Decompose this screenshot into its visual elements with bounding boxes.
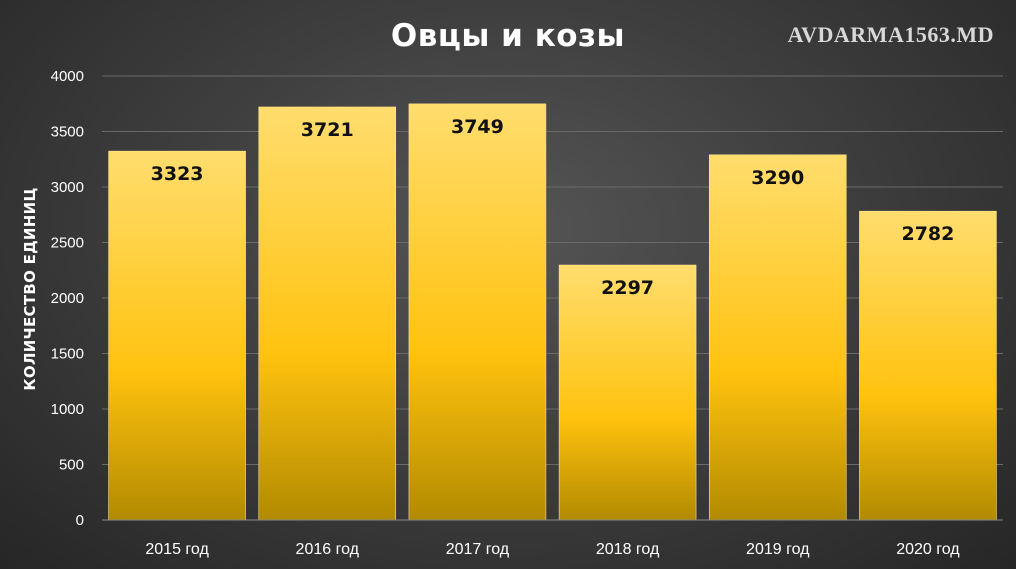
data-label: 3721	[301, 119, 354, 141]
bar	[859, 210, 997, 521]
x-tick-label: 2018 год	[596, 541, 660, 558]
y-tick-label: 3000	[51, 179, 84, 196]
y-tick-label: 4000	[51, 68, 84, 85]
y-tick-label: 2000	[51, 290, 84, 307]
y-tick-label: 3500	[51, 124, 84, 141]
x-axis: 2015 год 2016 год 2017 год 2018 год 2019 год…	[102, 519, 1003, 558]
data-label: 3290	[751, 167, 804, 189]
data-label: 3323	[151, 163, 204, 185]
x-tick-label: 2015 год	[145, 541, 209, 558]
y-tick-label: 500	[59, 457, 84, 474]
y-tick-label: 1000	[51, 401, 84, 418]
y-axis-ticks: 0 500 1000 1500 2000 2500 3000 3500 4000	[51, 68, 84, 529]
y-tick-label: 2500	[51, 235, 84, 252]
gridlines	[102, 75, 1003, 521]
bars: 3323 3721 3749 2297 3290 2782	[108, 103, 997, 521]
x-tick-label: 2017 год	[446, 541, 510, 558]
data-label: 3749	[451, 116, 504, 138]
bar	[408, 103, 547, 521]
bar	[708, 154, 847, 521]
bar	[258, 106, 397, 521]
bar	[558, 264, 697, 521]
chart-title: Овцы и козы	[390, 18, 626, 54]
data-label: 2297	[601, 277, 654, 299]
y-tick-label: 1500	[51, 346, 84, 363]
x-tick-label: 2016 год	[296, 541, 360, 558]
bar	[108, 150, 246, 521]
x-tick-label: 2020 год	[896, 541, 960, 558]
x-tick-label: 2019 год	[746, 541, 810, 558]
data-label: 2782	[901, 223, 954, 245]
y-tick-label: 0	[76, 512, 84, 529]
watermark: AVDARMA1563.MD	[787, 22, 994, 47]
